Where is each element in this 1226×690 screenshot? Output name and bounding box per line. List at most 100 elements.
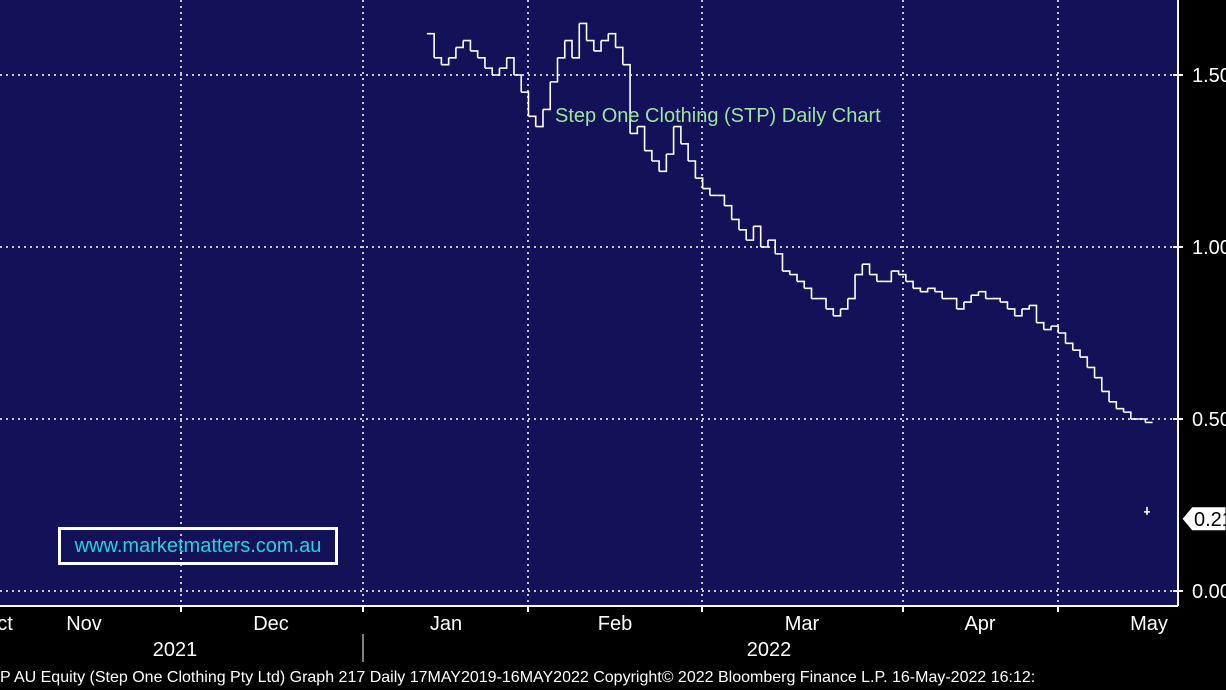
price-step-0-1-72 xyxy=(949,297,958,309)
price-step-0-1-60 xyxy=(862,263,871,275)
year-label-1: 2022 xyxy=(747,639,792,661)
price-step-0-1-91 xyxy=(1087,366,1096,378)
x-tick-label-5: Mar xyxy=(785,613,820,635)
x-tick-label-7: May xyxy=(1130,613,1168,635)
grid-lines xyxy=(0,0,1178,606)
last-price-tag xyxy=(1181,506,1226,532)
price-step-0-1-79 xyxy=(1000,301,1009,309)
price-step-0-1-64 xyxy=(891,270,900,275)
price-step-0-1-6 xyxy=(470,50,479,58)
price-step-0-1-5 xyxy=(463,39,472,51)
price-step-0-1-65 xyxy=(898,273,907,282)
price-step-0-1-88 xyxy=(1065,342,1074,351)
price-step-0-1-52 xyxy=(804,287,813,299)
price-step-0-1-12 xyxy=(513,74,523,93)
price-step-0-1-41 xyxy=(724,204,733,220)
price-step-0-1-50 xyxy=(789,273,798,282)
price-step-0-1-20 xyxy=(572,23,581,59)
price-step-0-1-16 xyxy=(542,81,552,111)
price-step-0-1-73 xyxy=(956,302,965,310)
price-step-0-1-80 xyxy=(1007,308,1016,316)
price-step-0-1-92 xyxy=(1094,376,1103,392)
price-step-0-1-31 xyxy=(651,160,660,172)
footer-info: P AU Equity (Step One Clothing Pty Ltd) … xyxy=(0,669,1036,686)
price-step-0-1-30 xyxy=(644,149,653,161)
price-step-0-1-93 xyxy=(1101,390,1110,402)
price-step-0-1-21 xyxy=(579,22,588,41)
price-step-0-1-15 xyxy=(535,109,544,128)
price-step-0-1-96 xyxy=(1123,411,1132,419)
y-tick-labels: 0.000.501.001.502.002.503.00 xyxy=(1173,65,1226,603)
price-step-0-1-63 xyxy=(884,271,893,283)
price-step-0-1-43 xyxy=(738,229,747,241)
price-step-0-1-7 xyxy=(477,57,486,69)
price-step-0-1-98 xyxy=(1138,418,1147,423)
price-step-0-1-67 xyxy=(913,287,922,292)
price-step-0-1-33 xyxy=(666,126,675,155)
price-step-0-1-59 xyxy=(855,264,864,276)
x-tick-label-0: ct xyxy=(0,613,13,635)
price-step-0-1-19 xyxy=(564,39,573,58)
price-step-0-1-0 xyxy=(426,32,435,58)
price-step-0-1-45 xyxy=(753,225,762,247)
last-price-label: 0.21 xyxy=(1194,509,1226,531)
price-step-0-1-51 xyxy=(796,280,806,289)
price-step-0-1-81 xyxy=(1014,308,1023,317)
price-step-0-1-29 xyxy=(637,125,646,151)
price-step-0-1-37 xyxy=(695,177,704,189)
price-step-0-1-82 xyxy=(1021,305,1031,310)
price-step-0-1-13 xyxy=(521,91,530,117)
price-step-0-1-55 xyxy=(826,308,835,316)
y-tick-label-3: 1.50 xyxy=(1192,65,1226,87)
axes xyxy=(0,0,1179,607)
price-step-0-1-76 xyxy=(978,290,987,299)
price-step-0-1-14 xyxy=(528,115,537,127)
price-step-0-1-35 xyxy=(680,143,689,161)
price-step-0-1-84 xyxy=(1036,321,1045,330)
price-step-0-1-74 xyxy=(963,295,972,303)
watermark-link[interactable]: www.marketmatters.com.au xyxy=(58,527,338,565)
price-step-0-1-2 xyxy=(441,57,450,66)
price-step-0-1-8 xyxy=(484,67,493,75)
price-step-0-1-17 xyxy=(550,57,559,83)
year-label-0: 2021 xyxy=(153,639,198,661)
price-step-0-1-10 xyxy=(499,57,508,69)
price-step-0-1-11 xyxy=(506,57,515,75)
price-step-0-1-57 xyxy=(840,298,849,310)
price-step-0-1-38 xyxy=(702,187,711,196)
chart-title: Step One Clothing (STP) Daily Chart xyxy=(555,105,881,127)
x-tick-label-6: Apr xyxy=(964,613,995,635)
price-step-0-1-78 xyxy=(992,297,1001,303)
price-step-0-1-36 xyxy=(688,160,697,179)
price-step-0-1-18 xyxy=(557,40,566,59)
price-step-0-1-25 xyxy=(608,32,617,48)
price-step-0-1-86 xyxy=(1050,325,1060,333)
y-tick-label-0: 0.00 xyxy=(1192,581,1226,603)
price-step-0-1-47 xyxy=(767,239,777,254)
price-step-0-1-22 xyxy=(586,39,595,51)
x-tick-labels: ct Nov Dec Jan Feb Mar Apr May 2021 2022 xyxy=(0,606,1168,662)
x-tick-label-2: Dec xyxy=(253,613,289,635)
price-step-0-1-4 xyxy=(455,40,464,49)
price-step-0-1-28 xyxy=(630,126,639,135)
x-tick-label-4: Feb xyxy=(598,613,632,635)
price-step-0-1-46 xyxy=(760,240,769,248)
price-step-0-1-95 xyxy=(1116,407,1125,413)
plot-area xyxy=(0,0,1178,606)
price-step-0-1-3 xyxy=(448,47,457,59)
price-step-0-1-68 xyxy=(920,288,929,293)
price-step-0-1-94 xyxy=(1109,401,1118,409)
price-step-0-1-56 xyxy=(833,308,842,317)
price-step-0-1-42 xyxy=(731,218,740,230)
price-step-0-1-1 xyxy=(434,57,443,65)
price-step-0-1-27 xyxy=(622,63,631,134)
price-step-0-1-75 xyxy=(971,291,980,296)
price-step-0-1-61 xyxy=(869,273,878,282)
price-step-0-1-85 xyxy=(1043,326,1052,331)
price-step-0-1-54 xyxy=(818,297,827,309)
price-step-0-1-70 xyxy=(934,290,943,299)
price-step-0-1-32 xyxy=(659,154,668,173)
y-tick-label-2: 1.00 xyxy=(1192,237,1226,259)
price-step-0-1-40 xyxy=(717,194,726,206)
